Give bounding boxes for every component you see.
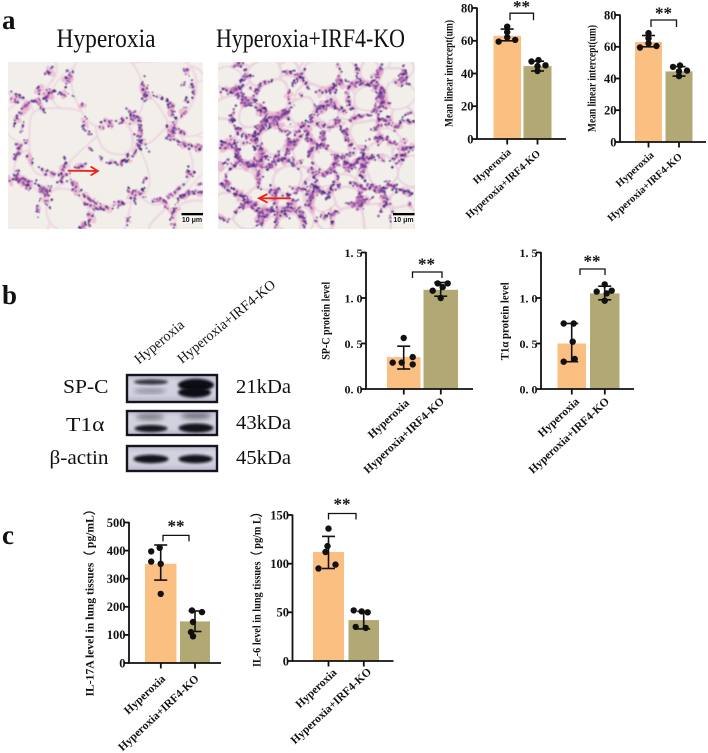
svg-text:0. 5: 0. 5 xyxy=(520,337,538,351)
svg-text:1. 5: 1. 5 xyxy=(345,246,363,260)
svg-text:40: 40 xyxy=(604,72,617,86)
svg-text:**: ** xyxy=(334,495,351,514)
svg-text:1. 0: 1. 0 xyxy=(520,291,538,305)
svg-text:**: ** xyxy=(513,0,530,16)
svg-text:0: 0 xyxy=(467,132,473,146)
svg-text:21kDa: 21kDa xyxy=(236,376,291,398)
svg-text:300: 300 xyxy=(107,572,126,586)
svg-text:1. 5: 1. 5 xyxy=(520,246,538,260)
svg-text:IL-6 level in lung tissues（ pg: IL-6 level in lung tissues（ pg/m L） xyxy=(249,507,264,667)
svg-text:40: 40 xyxy=(461,67,474,81)
svg-text:0. 0: 0. 0 xyxy=(520,382,538,396)
svg-text:200: 200 xyxy=(107,600,126,614)
svg-text:Mean linear intercept(um): Mean linear intercept(um) xyxy=(442,20,456,127)
svg-text:Mean linear intercept(um): Mean linear intercept(um) xyxy=(585,25,599,132)
svg-text:β-actin: β-actin xyxy=(50,447,109,469)
svg-text:Hyperoxia: Hyperoxia xyxy=(57,24,156,53)
svg-text:**: ** xyxy=(168,517,185,536)
svg-text:**: ** xyxy=(418,255,435,274)
svg-text:T1α: T1α xyxy=(66,414,105,436)
svg-text:20: 20 xyxy=(604,104,617,118)
svg-text:10 μm: 10 μm xyxy=(393,217,413,224)
svg-text:100: 100 xyxy=(270,557,289,571)
svg-text:150: 150 xyxy=(270,508,289,522)
svg-text:**: ** xyxy=(584,252,601,271)
svg-text:400: 400 xyxy=(107,544,126,558)
svg-text:60: 60 xyxy=(604,40,617,54)
svg-text:0. 0: 0. 0 xyxy=(345,382,363,396)
svg-text:SP-C protein level: SP-C protein level xyxy=(319,281,333,360)
svg-text:45kDa: 45kDa xyxy=(236,447,291,469)
svg-text:43kDa: 43kDa xyxy=(236,412,291,434)
svg-text:1. 0: 1. 0 xyxy=(345,291,363,305)
svg-text:SP-C: SP-C xyxy=(63,376,109,398)
svg-text:c: c xyxy=(2,520,14,550)
svg-text:IL-17A level in lung tissues（: IL-17A level in lung tissues（ pg/mL） xyxy=(82,504,97,697)
svg-text:b: b xyxy=(2,280,17,310)
svg-text:100: 100 xyxy=(107,628,126,642)
svg-text:10 μm: 10 μm xyxy=(182,217,202,224)
svg-text:T1α protein level: T1α protein level xyxy=(498,282,512,361)
svg-text:80: 80 xyxy=(604,8,617,22)
svg-text:0. 5: 0. 5 xyxy=(345,337,363,351)
svg-text:60: 60 xyxy=(461,34,474,48)
svg-text:0: 0 xyxy=(283,654,289,668)
svg-text:500: 500 xyxy=(107,516,126,530)
svg-text:80: 80 xyxy=(461,1,474,15)
svg-text:a: a xyxy=(2,5,16,35)
svg-text:0: 0 xyxy=(610,135,616,149)
svg-text:20: 20 xyxy=(461,100,474,114)
svg-text:0: 0 xyxy=(119,656,125,670)
svg-text:50: 50 xyxy=(277,606,290,620)
svg-text:**: ** xyxy=(655,4,672,23)
svg-text:Hyperoxia+IRF4-KO: Hyperoxia+IRF4-KO xyxy=(216,24,405,53)
